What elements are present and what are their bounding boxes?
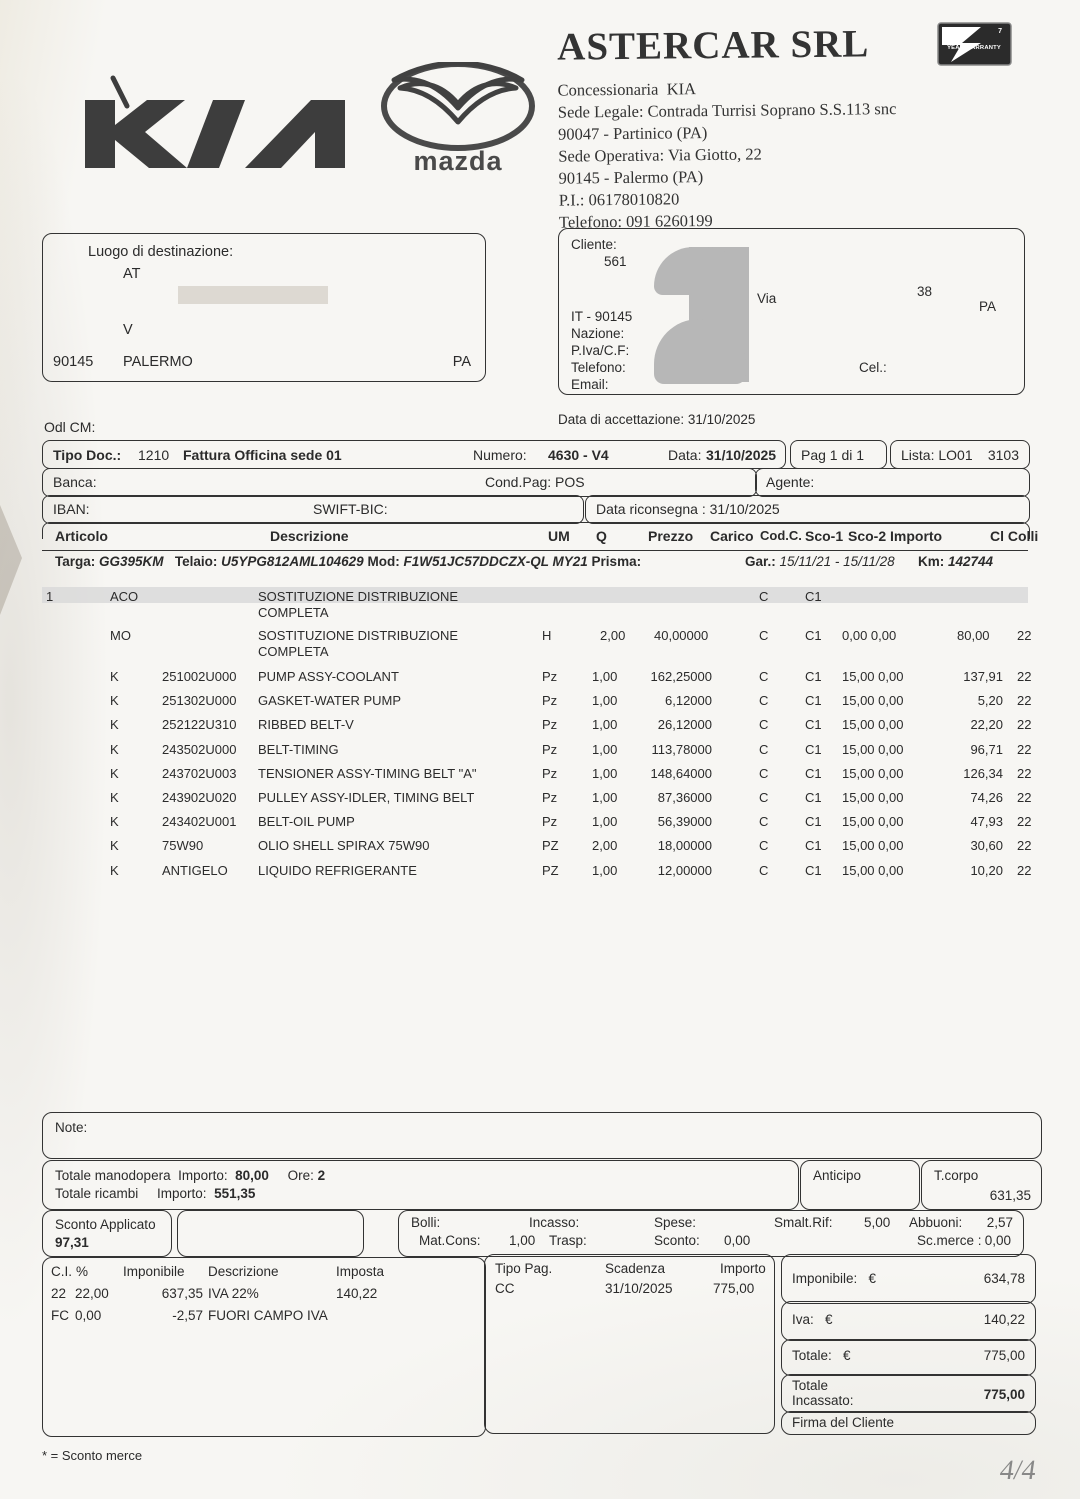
svg-text:mazda: mazda: [413, 146, 502, 176]
